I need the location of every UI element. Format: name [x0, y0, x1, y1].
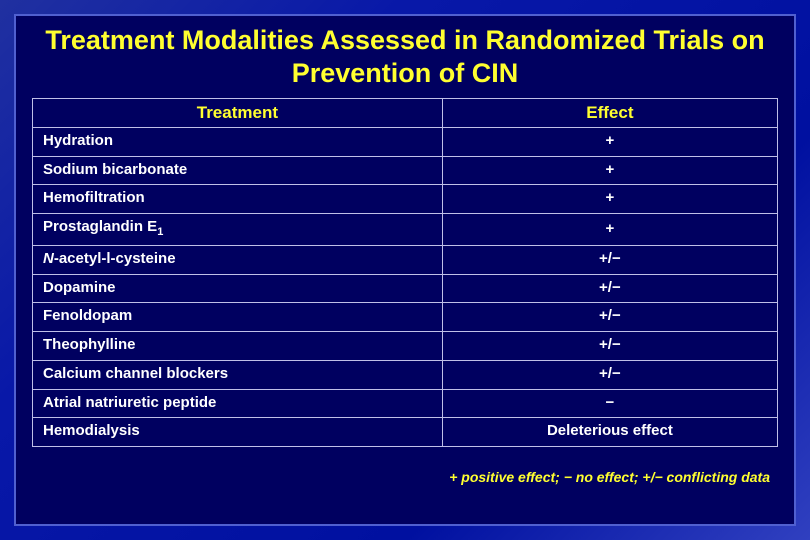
effect-cell: +	[442, 127, 777, 156]
table-row: Dopamine+/−	[33, 274, 778, 303]
table-row: Hydration+	[33, 127, 778, 156]
table-row: Hemofiltration+	[33, 185, 778, 214]
treatment-cell: Hemofiltration	[33, 185, 443, 214]
inner-frame: Treatment Modalities Assessed in Randomi…	[14, 14, 796, 526]
outer-frame: Treatment Modalities Assessed in Randomi…	[0, 0, 810, 540]
table-row: HemodialysisDeleterious effect	[33, 418, 778, 447]
effect-cell: +	[442, 156, 777, 185]
treatment-cell: N-acetyl-l-cysteine	[33, 245, 443, 274]
table-row: Sodium bicarbonate+	[33, 156, 778, 185]
treatment-cell: Dopamine	[33, 274, 443, 303]
effect-cell: +/−	[442, 274, 777, 303]
effect-cell: +	[442, 214, 777, 246]
effect-cell: +	[442, 185, 777, 214]
effect-cell: −	[442, 389, 777, 418]
effect-cell: +/−	[442, 360, 777, 389]
treatment-cell: Sodium bicarbonate	[33, 156, 443, 185]
footnote: + positive effect; − no effect; +/− conf…	[32, 469, 778, 485]
table-row: Theophylline+/−	[33, 332, 778, 361]
effect-cell: +/−	[442, 303, 777, 332]
treatment-cell: Hydration	[33, 127, 443, 156]
table-row: Prostaglandin E1+	[33, 214, 778, 246]
effect-cell: Deleterious effect	[442, 418, 777, 447]
table-header-row: Treatment Effect	[33, 98, 778, 127]
treatment-cell: Hemodialysis	[33, 418, 443, 447]
col-header-treatment: Treatment	[33, 98, 443, 127]
treatment-cell: Atrial natriuretic peptide	[33, 389, 443, 418]
treatment-cell: Calcium channel blockers	[33, 360, 443, 389]
table-row: Calcium channel blockers+/−	[33, 360, 778, 389]
col-header-effect: Effect	[442, 98, 777, 127]
slide-title: Treatment Modalities Assessed in Randomi…	[32, 24, 778, 90]
effect-cell: +/−	[442, 332, 777, 361]
table-row: Atrial natriuretic peptide−	[33, 389, 778, 418]
treatment-cell: Fenoldopam	[33, 303, 443, 332]
treatment-table: Treatment Effect Hydration+Sodium bicarb…	[32, 98, 778, 447]
effect-cell: +/−	[442, 245, 777, 274]
treatment-cell: Prostaglandin E1	[33, 214, 443, 246]
table-row: Fenoldopam+/−	[33, 303, 778, 332]
table-row: N-acetyl-l-cysteine+/−	[33, 245, 778, 274]
treatment-cell: Theophylline	[33, 332, 443, 361]
